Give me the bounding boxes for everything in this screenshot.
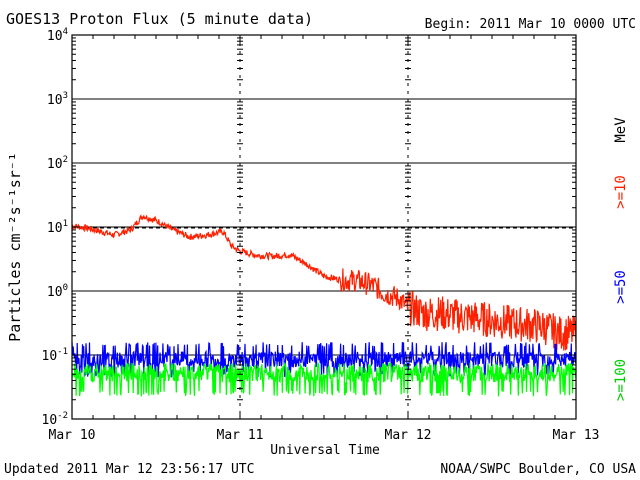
x-tick-label: Mar 10 xyxy=(49,428,96,443)
footer-credit: NOAA/SWPC Boulder, CO USA xyxy=(440,462,636,477)
y-tick-label-exp: 2 xyxy=(63,155,68,165)
y-tick-label: 10-1 xyxy=(42,347,69,364)
y-tick-label-base: 10 xyxy=(47,93,63,108)
x-tick-label: Mar 13 xyxy=(553,428,600,443)
y-tick-label-base: 10 xyxy=(47,285,63,300)
y-tick-label-base: 10 xyxy=(42,413,58,428)
grid xyxy=(72,35,576,419)
legend-label-ge100: >=100 xyxy=(613,359,629,401)
x-axis-label: Universal Time xyxy=(270,443,380,458)
y-tick-label-base: 10 xyxy=(47,157,63,172)
y-tick-label-base: 10 xyxy=(42,349,58,364)
chart-title: GOES13 Proton Flux (5 minute data) xyxy=(6,10,313,28)
y-tick-label-exp: 3 xyxy=(63,91,68,101)
y-tick-label: 104 xyxy=(47,27,68,44)
y-tick-label-exp: 1 xyxy=(63,219,68,229)
y-tick-label-exp: 0 xyxy=(63,283,68,293)
y-axis-label: Particles cm⁻²s⁻¹sr⁻¹ xyxy=(6,152,24,342)
y-tick-label-base: 10 xyxy=(47,221,63,236)
y-tick-label-exp: 4 xyxy=(63,27,68,37)
y-tick-label: 102 xyxy=(47,155,68,172)
y-tick-label-exp: -1 xyxy=(57,347,68,357)
y-tick-label: 100 xyxy=(47,283,68,300)
series-line-ge50 xyxy=(71,342,577,378)
unit-label: MeV xyxy=(613,117,629,143)
x-tick-label: Mar 11 xyxy=(217,428,264,443)
series-line-ge10 xyxy=(71,214,577,351)
footer-updated: Updated 2011 Mar 12 23:56:17 UTC xyxy=(4,462,254,477)
y-tick-label: 10-2 xyxy=(42,411,69,428)
y-tick-label-exp: -2 xyxy=(57,411,68,421)
legend-label-ge50: >=50 xyxy=(613,270,629,304)
series-line-ge100 xyxy=(71,361,577,397)
legend-label-ge10: >=10 xyxy=(613,175,629,209)
y-tick-label: 103 xyxy=(47,91,68,108)
y-tick-label-base: 10 xyxy=(47,29,63,44)
begin-label: Begin: 2011 Mar 10 0000 UTC xyxy=(425,17,636,32)
series-lines xyxy=(71,214,577,397)
y-tick-label: 101 xyxy=(47,219,68,236)
x-tick-label: Mar 12 xyxy=(385,428,432,443)
